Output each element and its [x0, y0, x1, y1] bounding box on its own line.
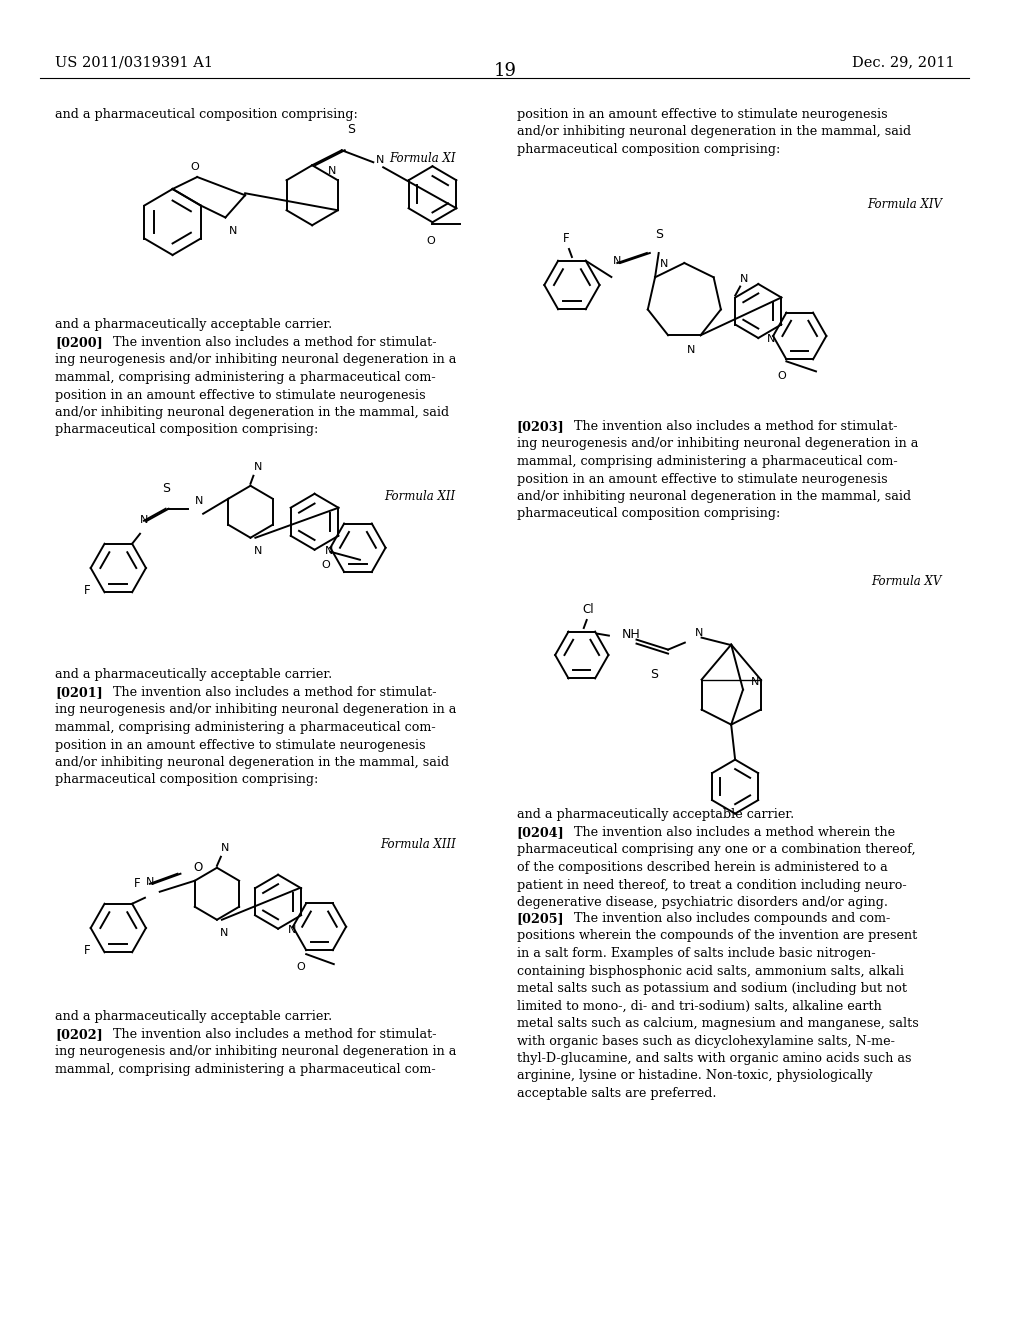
Text: and a pharmaceutically acceptable carrier.: and a pharmaceutically acceptable carrie… — [55, 1010, 333, 1023]
Text: The invention also includes a method for stimulat-: The invention also includes a method for… — [562, 420, 898, 433]
Text: and a pharmaceutically acceptable carrier.: and a pharmaceutically acceptable carrie… — [55, 668, 333, 681]
Text: mammal, comprising administering a pharmaceutical com-: mammal, comprising administering a pharm… — [55, 721, 436, 734]
Text: positions wherein the compounds of the invention are present: positions wherein the compounds of the i… — [517, 929, 916, 942]
Text: ing neurogenesis and/or inhibiting neuronal degeneration in a: ing neurogenesis and/or inhibiting neuro… — [55, 1045, 457, 1059]
Text: N: N — [751, 677, 759, 686]
Text: O: O — [426, 236, 435, 247]
Text: N: N — [613, 256, 622, 267]
Text: US 2011/0319391 A1: US 2011/0319391 A1 — [55, 55, 213, 69]
Text: ing neurogenesis and/or inhibiting neuronal degeneration in a: ing neurogenesis and/or inhibiting neuro… — [517, 437, 919, 450]
Text: O: O — [777, 371, 785, 381]
Text: The invention also includes a method for stimulat-: The invention also includes a method for… — [100, 337, 436, 348]
Text: N: N — [740, 273, 749, 284]
Text: N: N — [229, 226, 238, 235]
Text: NH: NH — [622, 628, 640, 642]
Text: S: S — [162, 482, 170, 495]
Text: position in an amount effective to stimulate neurogenesis: position in an amount effective to stimu… — [55, 388, 426, 401]
Text: [0205]: [0205] — [517, 912, 564, 925]
Text: [0203]: [0203] — [517, 420, 564, 433]
Text: metal salts such as potassium and sodium (including but not: metal salts such as potassium and sodium… — [517, 982, 906, 995]
Text: position in an amount effective to stimulate neurogenesis: position in an amount effective to stimu… — [55, 738, 426, 751]
Text: N: N — [140, 515, 148, 525]
Text: mammal, comprising administering a pharmaceutical com-: mammal, comprising administering a pharm… — [517, 455, 897, 469]
Text: ing neurogenesis and/or inhibiting neuronal degeneration in a: ing neurogenesis and/or inhibiting neuro… — [55, 354, 457, 367]
Text: N: N — [376, 156, 385, 165]
Text: and a pharmaceutical composition comprising:: and a pharmaceutical composition compris… — [55, 108, 358, 121]
Text: acceptable salts are preferred.: acceptable salts are preferred. — [517, 1086, 716, 1100]
Text: pharmaceutical composition comprising:: pharmaceutical composition comprising: — [517, 143, 780, 156]
Text: Formula XII: Formula XII — [384, 490, 456, 503]
Text: and a pharmaceutically acceptable carrier.: and a pharmaceutically acceptable carrie… — [55, 318, 333, 331]
Text: F: F — [134, 876, 140, 890]
Text: containing bisphosphonic acid salts, ammonium salts, alkali: containing bisphosphonic acid salts, amm… — [517, 965, 904, 978]
Text: N: N — [326, 545, 334, 556]
Text: Formula XV: Formula XV — [871, 576, 942, 587]
Text: and/or inhibiting neuronal degeneration in the mammal, said: and/or inhibiting neuronal degeneration … — [55, 756, 450, 770]
Text: N: N — [328, 166, 336, 177]
Text: and/or inhibiting neuronal degeneration in the mammal, said: and/or inhibiting neuronal degeneration … — [517, 125, 910, 139]
Text: pharmaceutical composition comprising:: pharmaceutical composition comprising: — [55, 424, 318, 437]
Text: in a salt form. Examples of salts include basic nitrogen-: in a salt form. Examples of salts includ… — [517, 946, 876, 960]
Text: pharmaceutical comprising any one or a combination thereof,: pharmaceutical comprising any one or a c… — [517, 843, 915, 857]
Text: N: N — [220, 928, 228, 937]
Text: The invention also includes a method for stimulat-: The invention also includes a method for… — [100, 686, 436, 700]
Text: arginine, lysine or histadine. Non-toxic, physiologically: arginine, lysine or histadine. Non-toxic… — [517, 1069, 872, 1082]
Text: S: S — [650, 668, 658, 681]
Text: F: F — [84, 583, 91, 597]
Text: F: F — [84, 944, 91, 957]
Text: Dec. 29, 2011: Dec. 29, 2011 — [852, 55, 954, 69]
Text: Cl: Cl — [582, 603, 594, 616]
Text: thyl-D-glucamine, and salts with organic amino acids such as: thyl-D-glucamine, and salts with organic… — [517, 1052, 911, 1065]
Text: Formula XI: Formula XI — [389, 152, 456, 165]
Text: N: N — [767, 334, 775, 345]
Text: N: N — [253, 462, 262, 471]
Text: The invention also includes a method for stimulat-: The invention also includes a method for… — [100, 1028, 436, 1041]
Text: The invention also includes a method wherein the: The invention also includes a method whe… — [562, 826, 895, 840]
Text: 19: 19 — [494, 62, 516, 81]
Text: ing neurogenesis and/or inhibiting neuronal degeneration in a: ing neurogenesis and/or inhibiting neuro… — [55, 704, 457, 717]
Text: S: S — [347, 123, 354, 136]
Text: of the compositions described herein is administered to a: of the compositions described herein is … — [517, 861, 888, 874]
Text: limited to mono-, di- and tri-sodium) salts, alkaline earth: limited to mono-, di- and tri-sodium) sa… — [517, 999, 882, 1012]
Text: and/or inhibiting neuronal degeneration in the mammal, said: and/or inhibiting neuronal degeneration … — [517, 490, 910, 503]
Text: N: N — [687, 346, 695, 355]
Text: metal salts such as calcium, magnesium and manganese, salts: metal salts such as calcium, magnesium a… — [517, 1016, 919, 1030]
Text: mammal, comprising administering a pharmaceutical com-: mammal, comprising administering a pharm… — [55, 371, 436, 384]
Text: S: S — [654, 228, 663, 242]
Text: N: N — [196, 496, 204, 506]
Text: N: N — [253, 545, 262, 556]
Text: [0200]: [0200] — [55, 337, 103, 348]
Text: with organic bases such as dicyclohexylamine salts, N-me-: with organic bases such as dicyclohexyla… — [517, 1035, 895, 1048]
Text: position in an amount effective to stimulate neurogenesis: position in an amount effective to stimu… — [517, 108, 888, 121]
Text: pharmaceutical composition comprising:: pharmaceutical composition comprising: — [517, 507, 780, 520]
Text: N: N — [694, 627, 703, 638]
Text: and/or inhibiting neuronal degeneration in the mammal, said: and/or inhibiting neuronal degeneration … — [55, 407, 450, 418]
Text: Formula XIV: Formula XIV — [866, 198, 942, 211]
Text: [0204]: [0204] — [517, 826, 564, 840]
Text: O: O — [190, 162, 200, 172]
Text: and a pharmaceutically acceptable carrier.: and a pharmaceutically acceptable carrie… — [517, 808, 794, 821]
Text: N: N — [288, 925, 296, 936]
Text: F: F — [563, 232, 569, 246]
Text: degenerative disease, psychiatric disorders and/or aging.: degenerative disease, psychiatric disord… — [517, 896, 888, 909]
Text: mammal, comprising administering a pharmaceutical com-: mammal, comprising administering a pharm… — [55, 1063, 436, 1076]
Text: N: N — [145, 876, 154, 887]
Text: [0201]: [0201] — [55, 686, 103, 700]
Text: N: N — [221, 842, 229, 853]
Text: O: O — [194, 861, 203, 874]
Text: The invention also includes compounds and com-: The invention also includes compounds an… — [562, 912, 890, 925]
Text: pharmaceutical composition comprising:: pharmaceutical composition comprising: — [55, 774, 318, 787]
Text: Formula XIII: Formula XIII — [380, 838, 456, 851]
Text: O: O — [322, 560, 330, 570]
Text: position in an amount effective to stimulate neurogenesis: position in an amount effective to stimu… — [517, 473, 888, 486]
Text: N: N — [660, 259, 669, 269]
Text: O: O — [297, 962, 305, 972]
Text: patient in need thereof, to treat a condition including neuro-: patient in need thereof, to treat a cond… — [517, 879, 906, 891]
Text: [0202]: [0202] — [55, 1028, 103, 1041]
